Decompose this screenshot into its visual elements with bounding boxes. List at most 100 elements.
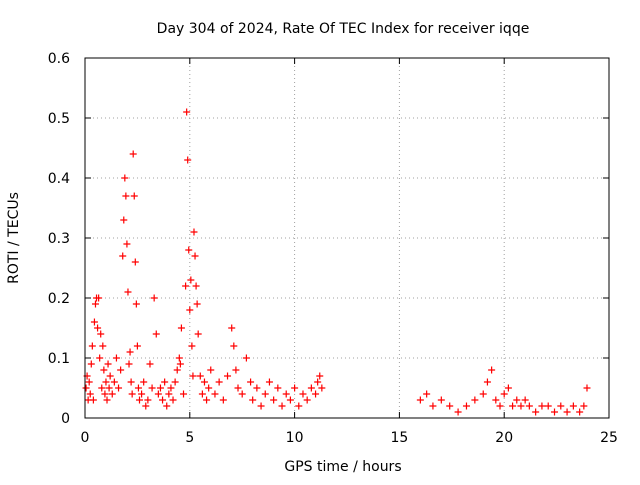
data-point <box>500 390 508 398</box>
data-point <box>538 402 546 410</box>
plot-frame <box>84 57 610 419</box>
data-point <box>198 390 206 398</box>
data-point <box>211 390 219 398</box>
data-point <box>169 396 177 404</box>
data-point <box>189 372 197 380</box>
data-point <box>249 396 257 404</box>
data-point <box>126 348 134 356</box>
x-tick-label: 0 <box>81 430 90 446</box>
data-point <box>242 354 250 362</box>
data-point <box>203 396 211 404</box>
data-point <box>569 402 577 410</box>
x-tick-label: 5 <box>185 430 194 446</box>
data-point <box>299 390 307 398</box>
data-point <box>462 402 470 410</box>
data-point <box>102 378 110 386</box>
data-point <box>82 384 90 392</box>
data-point <box>183 108 191 116</box>
data-point <box>99 342 107 350</box>
data-point <box>101 390 109 398</box>
data-point <box>228 324 236 332</box>
data-point <box>176 360 184 368</box>
data-point <box>86 390 94 398</box>
data-point <box>238 390 246 398</box>
data-point <box>120 216 128 224</box>
data-point <box>87 360 95 368</box>
data-point <box>133 342 141 350</box>
data-point <box>103 396 111 404</box>
data-point <box>230 342 238 350</box>
data-point <box>557 402 565 410</box>
data-point <box>253 384 261 392</box>
data-point <box>117 366 125 374</box>
data-point <box>185 246 193 254</box>
data-point <box>416 396 424 404</box>
data-point <box>286 396 294 404</box>
data-point <box>282 390 290 398</box>
data-point <box>124 288 132 296</box>
data-point <box>161 378 169 386</box>
data-point <box>551 408 559 416</box>
data-point <box>215 378 223 386</box>
data-point <box>563 408 571 416</box>
x-tick-label: 25 <box>600 430 618 446</box>
data-point <box>140 378 148 386</box>
data-point <box>544 402 552 410</box>
data-point <box>200 378 208 386</box>
data-point <box>131 258 139 266</box>
grid-lines <box>85 58 609 418</box>
data-point <box>532 408 540 416</box>
data-point <box>135 396 143 404</box>
data-point <box>190 228 198 236</box>
data-point <box>100 366 108 374</box>
data-point <box>483 378 491 386</box>
data-point <box>85 378 93 386</box>
data-point <box>187 276 195 284</box>
data-point <box>105 384 113 392</box>
data-point <box>123 240 131 248</box>
x-tick-label: 20 <box>495 430 513 446</box>
data-point <box>265 378 273 386</box>
data-point <box>496 402 504 410</box>
y-tick-label: 0.4 <box>48 171 70 187</box>
data-point <box>163 402 171 410</box>
data-point <box>132 300 140 308</box>
y-tick-label: 0.2 <box>48 291 70 307</box>
data-point <box>274 384 282 392</box>
data-point <box>175 354 183 362</box>
data-point <box>90 318 98 326</box>
data-point <box>471 396 479 404</box>
data-point <box>257 402 265 410</box>
data-point <box>89 396 97 404</box>
data-point <box>205 384 213 392</box>
data-point <box>247 378 255 386</box>
data-point <box>521 396 529 404</box>
data-point <box>232 366 240 374</box>
data-point <box>165 390 173 398</box>
data-points <box>82 108 591 416</box>
data-point <box>144 396 152 404</box>
data-point <box>509 402 517 410</box>
data-point <box>429 402 437 410</box>
data-point <box>152 330 160 338</box>
data-point <box>98 384 106 392</box>
data-point <box>119 252 127 260</box>
data-point <box>106 372 114 380</box>
data-point <box>150 294 158 302</box>
data-point <box>186 306 194 314</box>
data-point <box>91 300 99 308</box>
data-point <box>207 366 215 374</box>
data-point <box>492 396 500 404</box>
data-point <box>192 282 200 290</box>
data-point <box>316 372 324 380</box>
data-point <box>128 390 136 398</box>
x-axis-label: GPS time / hours <box>284 459 401 475</box>
data-point <box>437 396 445 404</box>
data-point <box>446 402 454 410</box>
y-tick-label: 0.5 <box>48 111 70 127</box>
data-point <box>191 252 199 260</box>
data-point <box>583 384 591 392</box>
data-point <box>291 384 299 392</box>
y-tick-label: 0.3 <box>48 231 70 247</box>
